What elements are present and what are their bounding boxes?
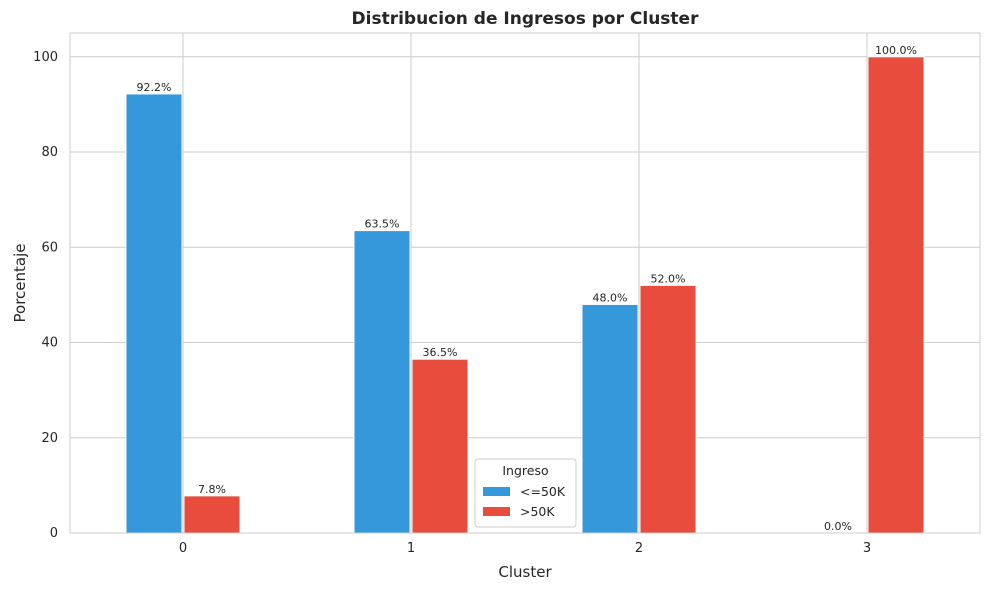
data-label-cluster-0-series-1: 7.8% <box>198 483 226 496</box>
x-axis-label: Cluster <box>498 563 552 581</box>
y-tick-label-0: 0 <box>50 526 58 541</box>
y-axis-label: Porcentaje <box>11 244 29 323</box>
data-label-cluster-3-series-1: 100.0% <box>875 44 917 57</box>
data-label-cluster-0-series-0: 92.2% <box>137 81 172 94</box>
legend-label-1: >50K <box>520 504 555 519</box>
legend-swatch-1 <box>483 507 510 516</box>
chart-title: Distribucion de Ingresos por Cluster <box>352 9 700 29</box>
x-tick-label-3: 3 <box>863 541 871 556</box>
x-tick-label-1: 1 <box>407 541 415 556</box>
bar-cluster-0-series-1 <box>183 495 241 534</box>
legend: Ingreso <=50K >50K <box>474 458 577 528</box>
legend-swatch-0 <box>483 487 510 496</box>
y-tick-label-40: 40 <box>41 336 58 351</box>
y-tick-label-80: 80 <box>41 145 58 160</box>
data-label-cluster-1-series-0: 63.5% <box>365 218 400 231</box>
grid-lines <box>70 33 980 534</box>
bar-cluster-1-series-1 <box>411 358 469 534</box>
bar-cluster-2-series-1 <box>639 284 697 534</box>
x-tick-label-2: 2 <box>635 541 643 556</box>
bar-cluster-1-series-0 <box>353 230 411 534</box>
data-label-cluster-3-series-0: 0.0% <box>824 520 852 533</box>
data-label-cluster-2-series-1: 52.0% <box>651 272 686 285</box>
x-tick-label-0: 0 <box>179 541 187 556</box>
y-tick-label-100: 100 <box>33 50 58 65</box>
y-axis-ticks: 0 20 40 60 80 100 <box>33 50 58 541</box>
bar-cluster-3-series-1 <box>867 56 925 534</box>
y-tick-label-20: 20 <box>41 431 58 446</box>
x-axis-ticks: 0 1 2 3 <box>179 541 871 556</box>
bar-cluster-2-series-0 <box>581 303 639 534</box>
y-tick-label-60: 60 <box>41 240 58 255</box>
bar-cluster-0-series-0 <box>125 93 183 534</box>
data-labels: 92.2% 63.5% 48.0% 0.0% 7.8% 36.5% 52.0% 100.0% <box>137 44 917 533</box>
plot-frame <box>69 32 981 534</box>
legend-label-0: <=50K <box>520 484 566 499</box>
data-label-cluster-2-series-0: 48.0% <box>593 291 628 304</box>
data-label-cluster-1-series-1: 36.5% <box>423 346 458 359</box>
legend-title: Ingreso <box>502 463 548 478</box>
